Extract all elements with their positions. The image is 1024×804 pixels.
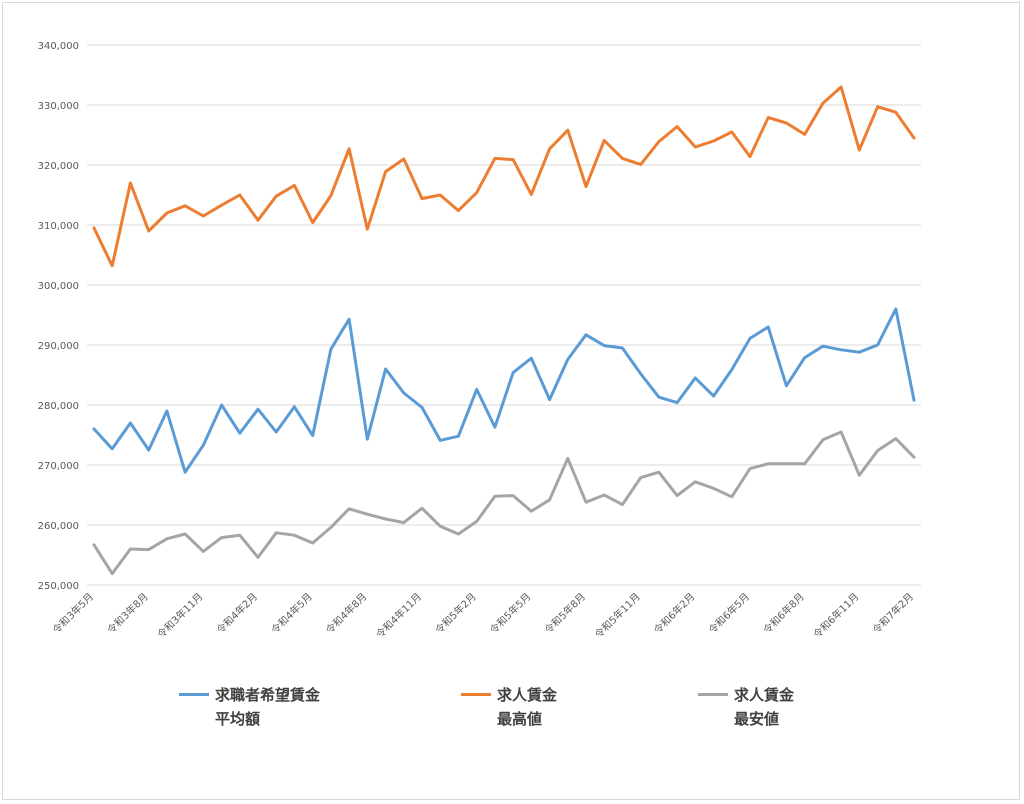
x-axis-ticks: 令和3年5月 令和3年8月 令和3年11月 令和4年2月 令和4年5月 令和4年8月 令和4… (50, 590, 916, 641)
y-tick-label: 260,000 (38, 521, 79, 532)
legend-item-series-1: 求職者希望賃金 平均額 (179, 683, 320, 731)
series-line-2 (92, 85, 916, 268)
y-tick-label: 310,000 (38, 221, 79, 232)
series-lines (92, 85, 916, 576)
x-tick-label: 令和4年2月 (214, 590, 260, 636)
x-tick-label: 令和4年8月 (323, 590, 369, 636)
x-tick-label: 令和5年2月 (432, 590, 478, 636)
legend-label: 求職者希望賃金 平均額 (215, 686, 321, 728)
x-tick-label: 令和6年2月 (651, 590, 697, 636)
y-tick-label: 320,000 (38, 161, 79, 172)
y-tick-label: 340,000 (38, 41, 79, 52)
x-tick-label: 令和3年8月 (104, 590, 150, 636)
x-tick-label: 令和6年8月 (760, 590, 806, 636)
legend-item-series-2: 求人賃金 最高値 (461, 683, 557, 731)
y-tick-label: 250,000 (38, 581, 79, 592)
line-chart: 250,000 260,000 270,000 280,000 290,000 300,0… (38, 41, 921, 641)
x-tick-label: 令和4年11月 (373, 590, 424, 641)
y-axis-ticks: 250,000 260,000 270,000 280,000 290,000 300,0… (38, 41, 79, 592)
x-tick-label: 令和6年5月 (706, 590, 752, 636)
series-line-3 (92, 430, 916, 576)
y-tick-label: 300,000 (38, 281, 79, 292)
x-tick-label: 令和5年5月 (487, 590, 533, 636)
y-tick-label: 290,000 (38, 341, 79, 352)
series-line-1 (92, 307, 916, 474)
x-tick-label: 令和5年8月 (542, 590, 588, 636)
legend-swatch (179, 693, 209, 696)
legend-item-series-3: 求人賃金 最安値 (698, 683, 794, 731)
legend-swatch (461, 693, 491, 696)
y-tick-label: 270,000 (38, 461, 79, 472)
x-tick-label: 令和3年11月 (154, 590, 205, 641)
legend-label: 求人賃金 最安値 (734, 686, 795, 728)
x-tick-label: 令和5年11月 (592, 590, 643, 641)
legend-swatch (698, 693, 728, 696)
y-tick-label: 330,000 (38, 101, 79, 112)
y-tick-label: 280,000 (38, 401, 79, 412)
x-tick-label: 令和6年11月 (810, 590, 861, 641)
x-tick-label: 令和3年5月 (50, 590, 96, 636)
x-tick-label: 令和4年5月 (268, 590, 314, 636)
gridlines (87, 44, 921, 586)
legend-label: 求人賃金 最高値 (497, 686, 558, 728)
x-tick-label: 令和7年2月 (870, 590, 916, 636)
